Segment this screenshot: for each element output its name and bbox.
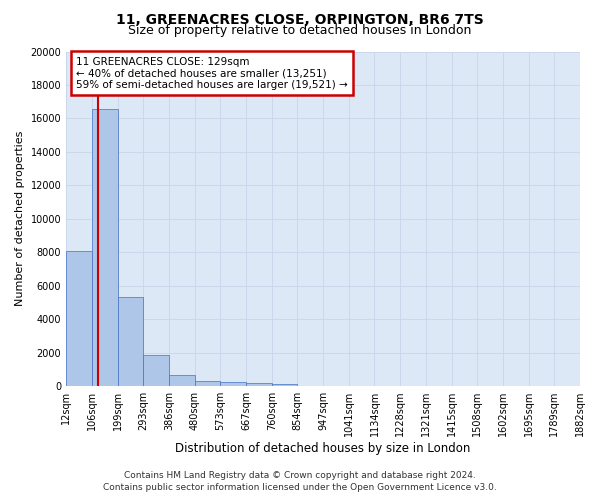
Text: Contains HM Land Registry data © Crown copyright and database right 2024.
Contai: Contains HM Land Registry data © Crown c…	[103, 471, 497, 492]
Text: 11 GREENACRES CLOSE: 129sqm
← 40% of detached houses are smaller (13,251)
59% of: 11 GREENACRES CLOSE: 129sqm ← 40% of det…	[76, 56, 348, 90]
Bar	[220, 382, 246, 386]
Text: Size of property relative to detached houses in London: Size of property relative to detached ho…	[128, 24, 472, 37]
X-axis label: Distribution of detached houses by size in London: Distribution of detached houses by size …	[175, 442, 471, 455]
Bar	[246, 383, 272, 386]
Bar	[118, 296, 143, 386]
Bar	[169, 375, 194, 386]
Y-axis label: Number of detached properties: Number of detached properties	[15, 131, 25, 306]
Bar	[92, 109, 118, 386]
Bar	[66, 252, 92, 386]
Text: 11, GREENACRES CLOSE, ORPINGTON, BR6 7TS: 11, GREENACRES CLOSE, ORPINGTON, BR6 7TS	[116, 12, 484, 26]
Bar	[194, 380, 220, 386]
Bar	[272, 384, 298, 386]
Bar	[143, 355, 169, 386]
